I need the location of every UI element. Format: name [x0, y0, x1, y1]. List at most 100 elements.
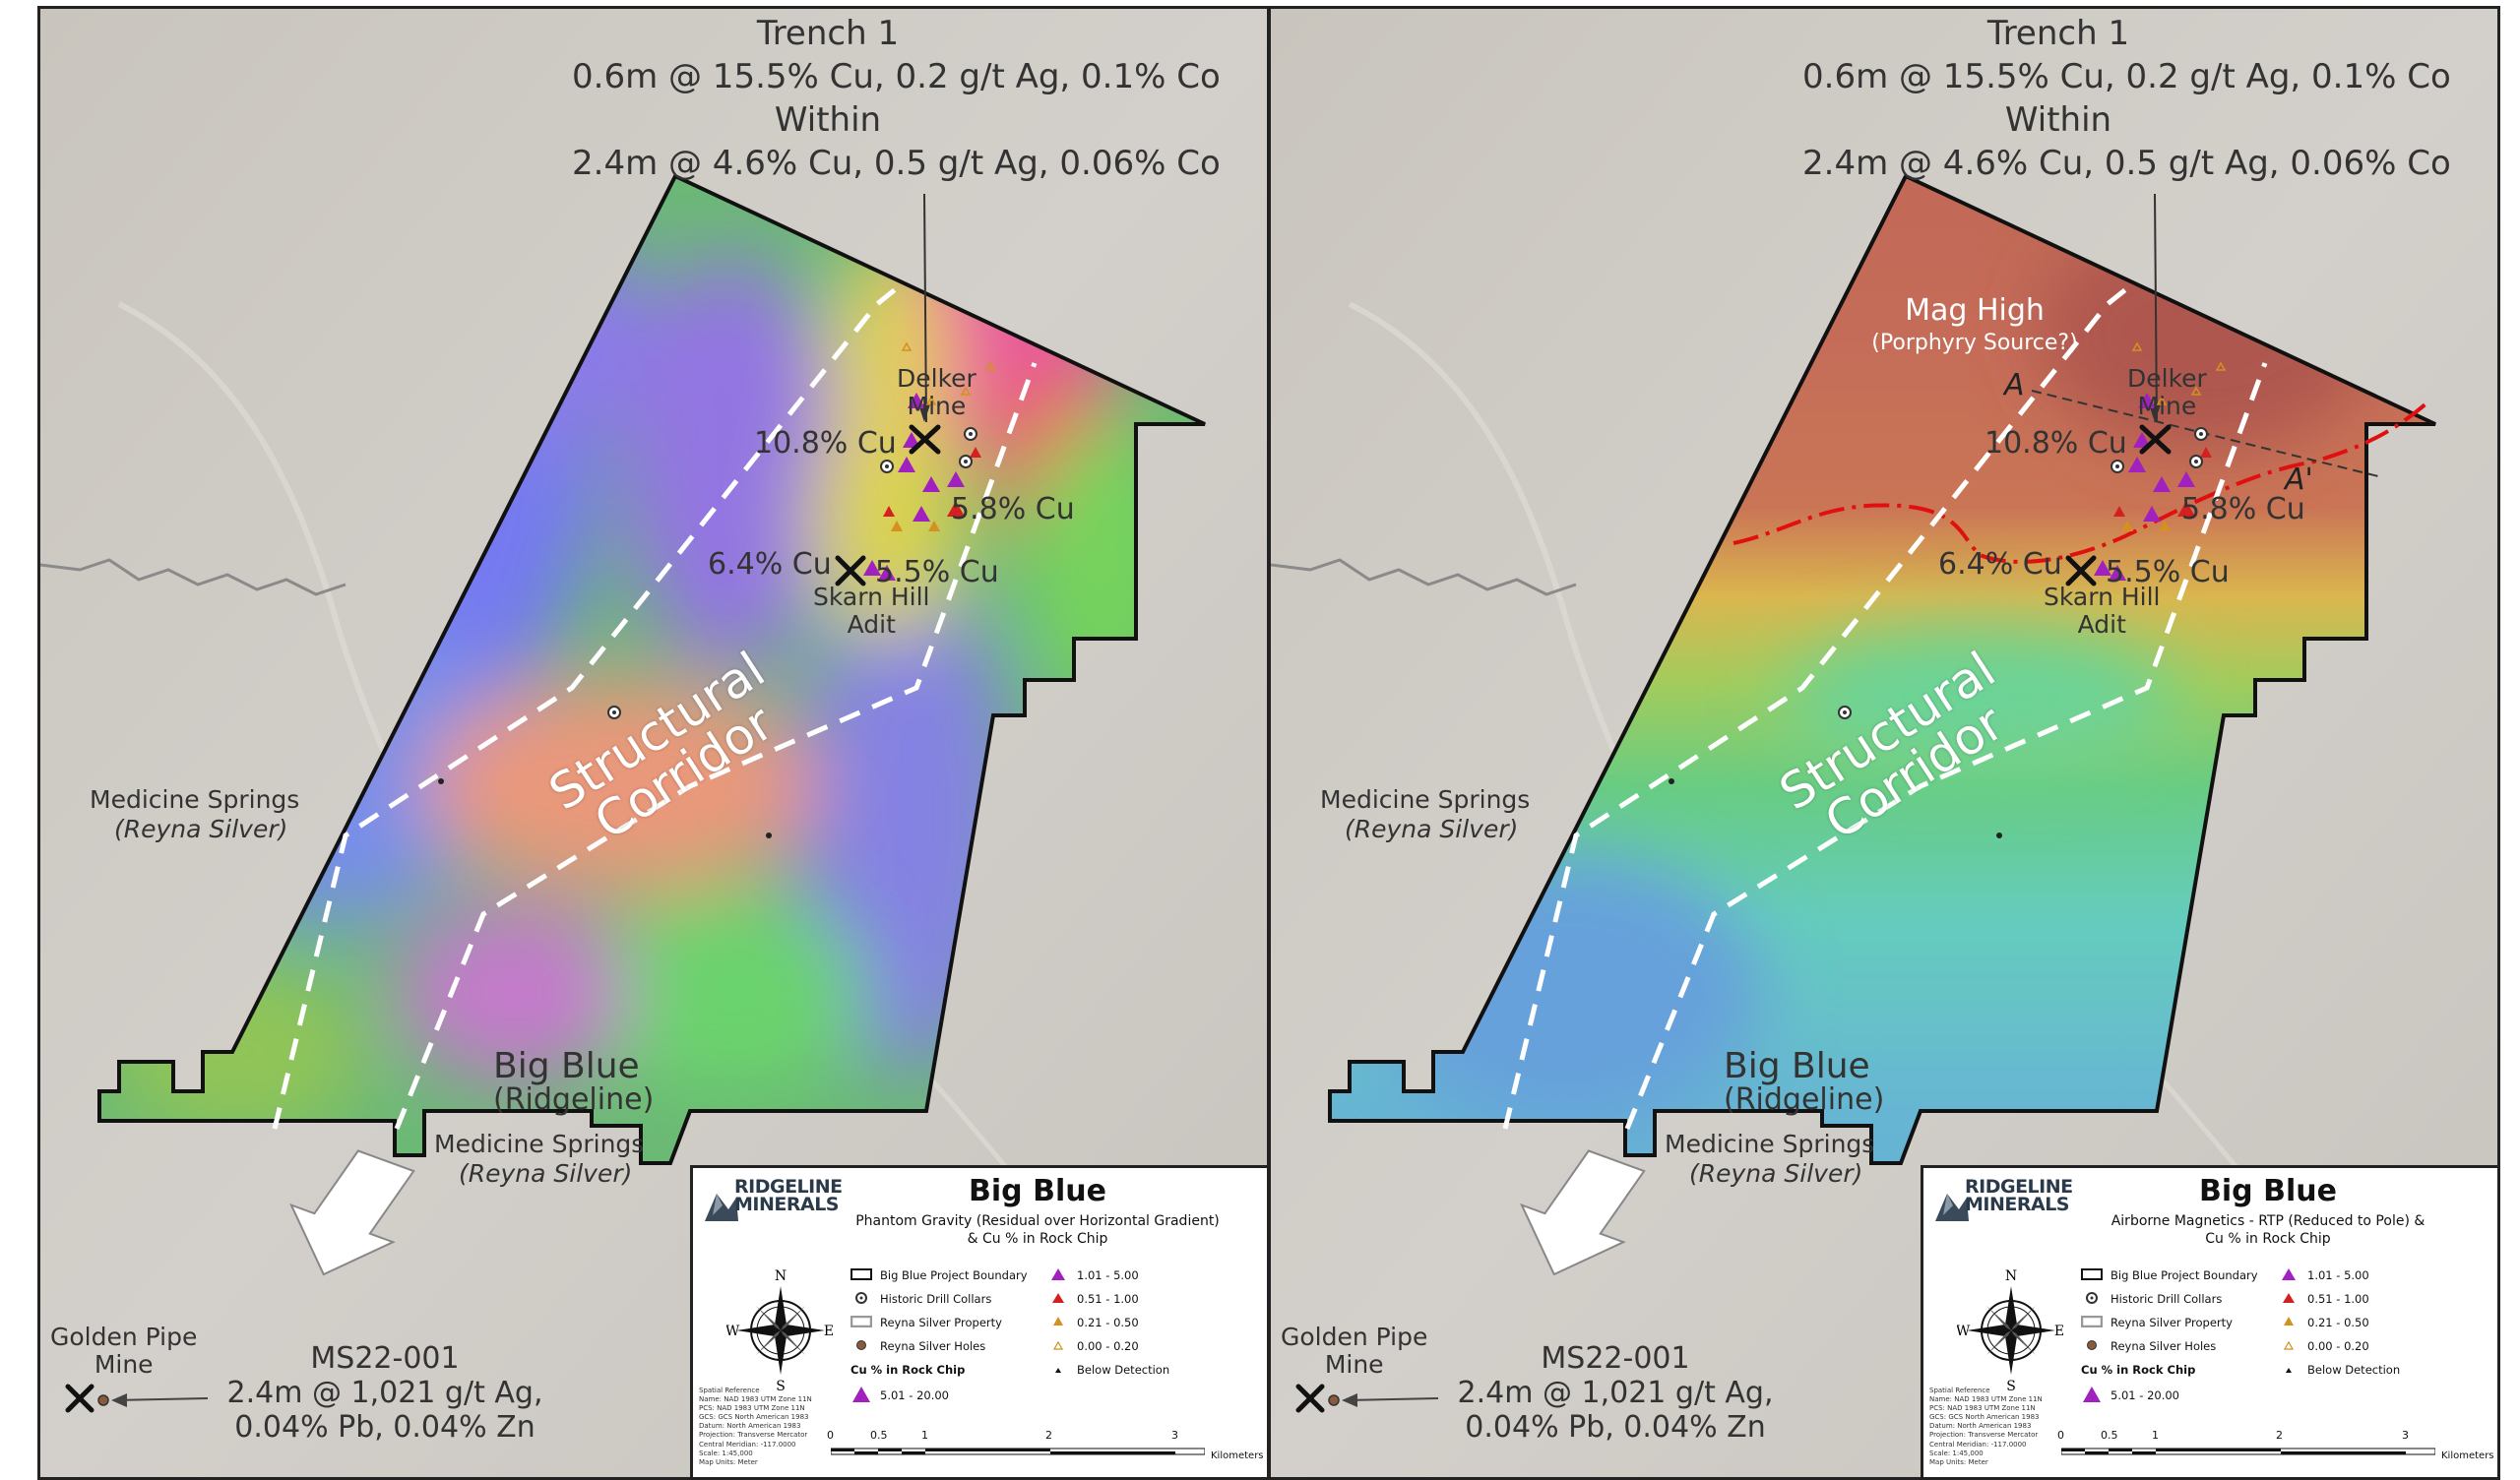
- legend-reyna-property: Reyna Silver Property: [2110, 1316, 2233, 1329]
- ms22-leader: [1345, 1397, 1439, 1401]
- cu-108-label: 10.8% Cu: [1984, 426, 2127, 461]
- corridor-boundary-east: [1624, 362, 2268, 1130]
- legend-range-5: 0.00 - 0.20: [2307, 1339, 2369, 1353]
- legend-collars: Historic Drill Collars: [2110, 1292, 2223, 1306]
- cu-58-label: 5.8% Cu: [2181, 492, 2305, 526]
- scale-tick-05: 0.5: [870, 1429, 888, 1442]
- legend-reyna-holes: Reyna Silver Holes: [880, 1339, 986, 1353]
- delker-mine-label: Delker Mine: [897, 364, 976, 420]
- scale-tick-3: 3: [2402, 1429, 2409, 1442]
- legend-range-3: 0.51 - 1.00: [2307, 1292, 2369, 1306]
- big-blue-project-boundary: [1328, 173, 2436, 1165]
- legend-range-1: 5.01 - 20.00: [880, 1388, 949, 1402]
- direction-arrow: [288, 1149, 415, 1276]
- ms22-leader: [114, 1397, 209, 1401]
- golden-pipe-mine-icon: [65, 1384, 94, 1413]
- svg-text:E: E: [2054, 1324, 2064, 1339]
- ridgeline-label: (Ridgeline): [493, 1082, 655, 1117]
- legend-reyna-property: Reyna Silver Property: [880, 1316, 1002, 1329]
- magnetics-map: [1271, 9, 2497, 1477]
- scale-unit: Kilometers: [2441, 1450, 2494, 1461]
- rock-chip-samples: [863, 341, 996, 581]
- legend-boundary: Big Blue Project Boundary: [2110, 1268, 2258, 1282]
- reyna-silver-south-label: (Reyna Silver): [459, 1159, 633, 1188]
- trench-within: Within: [774, 100, 882, 140]
- legend-boundary: Big Blue Project Boundary: [880, 1268, 1028, 1282]
- legend-cu-heading: Cu % in Rock Chip: [2081, 1363, 2196, 1377]
- trench-line1: 0.6m @ 15.5% Cu, 0.2 g/t Ag, 0.1% Co: [1802, 57, 2451, 96]
- big-blue-label: Big Blue: [493, 1046, 640, 1086]
- medicine-springs-south-label: Medicine Springs: [434, 1130, 645, 1158]
- ms22-line2: 0.04% Pb, 0.04% Zn: [234, 1410, 536, 1445]
- legend-collars: Historic Drill Collars: [880, 1292, 992, 1306]
- section-a-prime-label: A': [2285, 462, 2313, 497]
- reyna-property-line: [1271, 558, 1577, 596]
- trench-leader-line: [923, 193, 927, 423]
- scale-tick-0: 0: [2057, 1429, 2064, 1442]
- golden-pipe-mine-label: Golden Pipe Mine: [1281, 1323, 1428, 1379]
- legend-range-1: 5.01 - 20.00: [2110, 1388, 2179, 1402]
- svg-text:S: S: [776, 1379, 786, 1394]
- legend-range-6: Below Detection: [2307, 1363, 2401, 1377]
- map-panel-gravity: Trench 1 0.6m @ 15.5% Cu, 0.2 g/t Ag, 0.…: [37, 6, 1270, 1480]
- scale-tick-1: 1: [2152, 1429, 2159, 1442]
- delker-mine-icon: [909, 424, 941, 455]
- reyna-property-line: [40, 558, 346, 596]
- historic-drill-collars: [607, 427, 977, 719]
- trench-within: Within: [2004, 100, 2112, 140]
- cu-55-label: 5.5% Cu: [2106, 555, 2230, 589]
- svg-text:S: S: [2006, 1379, 2016, 1394]
- corridor-boundary-west: [272, 282, 904, 1130]
- skarn-hill-adit-icon: [835, 555, 866, 586]
- compass-rose-icon: N S E W: [726, 1268, 834, 1394]
- cu-64-label: 6.4% Cu: [708, 547, 832, 582]
- direction-arrow: [1519, 1149, 1646, 1276]
- skarn-hill-adit-icon: [2065, 555, 2097, 586]
- trench-line2: 2.4m @ 4.6% Cu, 0.5 g/t Ag, 0.06% Co: [572, 144, 1221, 183]
- delker-mine-label: Delker Mine: [2127, 364, 2207, 420]
- legend-subtitle: Airborne Magnetics - RTP (Reduced to Pol…: [2110, 1213, 2426, 1247]
- map-legend: RIDGELINE MINERALS Big Blue Airborne Mag…: [1921, 1165, 2497, 1477]
- legend-range-2: 1.01 - 5.00: [2307, 1268, 2369, 1282]
- cu-55-label: 5.5% Cu: [875, 555, 999, 589]
- legend-range-3: 0.51 - 1.00: [1077, 1292, 1139, 1306]
- ridgeline-logo-text: RIDGELINE MINERALS: [1965, 1176, 2073, 1216]
- spatial-reference: Spatial Reference Name: NAD 1983 UTM Zon…: [699, 1387, 812, 1466]
- scale-unit: Kilometers: [1211, 1450, 1264, 1461]
- cu-64-label: 6.4% Cu: [1938, 547, 2062, 582]
- reyna-hole-marker: [97, 1394, 109, 1406]
- medicine-springs-west-label: Medicine Springs: [1320, 785, 1531, 814]
- trench-line1: 0.6m @ 15.5% Cu, 0.2 g/t Ag, 0.1% Co: [572, 57, 1221, 96]
- ridgeline-logo-icon: [705, 1194, 738, 1221]
- spatial-reference: Spatial Reference Name: NAD 1983 UTM Zon…: [1929, 1387, 2043, 1466]
- map-panel-magnetics: Trench 1 0.6m @ 15.5% Cu, 0.2 g/t Ag, 0.…: [1268, 6, 2500, 1480]
- legend-title: Big Blue: [2199, 1174, 2337, 1208]
- legend-reyna-holes: Reyna Silver Holes: [2110, 1339, 2217, 1353]
- svg-text:W: W: [1957, 1324, 1971, 1339]
- ridgeline-logo-icon: [1935, 1194, 1969, 1221]
- ridgeline-label: (Ridgeline): [1724, 1082, 1885, 1117]
- scale-tick-2: 2: [2276, 1429, 2283, 1442]
- reyna-silver-south-label: (Reyna Silver): [1689, 1159, 1863, 1188]
- legend-range-4: 0.21 - 0.50: [2307, 1316, 2369, 1329]
- delker-mine-icon: [2139, 424, 2172, 455]
- svg-text:W: W: [726, 1324, 740, 1339]
- ms22-title: MS22-001: [1541, 1341, 1690, 1376]
- skarn-hill-adit-label: Skarn Hill Adit: [2044, 583, 2161, 639]
- cu-58-label: 5.8% Cu: [951, 492, 1075, 526]
- svg-text:N: N: [775, 1268, 787, 1284]
- svg-text:E: E: [824, 1324, 834, 1339]
- golden-pipe-mine-icon: [1295, 1384, 1325, 1413]
- legend-cu-heading: Cu % in Rock Chip: [850, 1363, 966, 1377]
- reyna-hole-marker: [1328, 1394, 1340, 1406]
- medicine-springs-west-label: Medicine Springs: [90, 785, 300, 814]
- mag-high-label: Mag High: [1905, 293, 2045, 328]
- historic-drill-collars: [1838, 427, 2208, 719]
- ms22-line1: 2.4m @ 1,021 g/t Ag,: [226, 1376, 543, 1410]
- ms22-line1: 2.4m @ 1,021 g/t Ag,: [1457, 1376, 1774, 1410]
- reyna-silver-west-label: (Reyna Silver): [1345, 815, 1519, 843]
- trench-line2: 2.4m @ 4.6% Cu, 0.5 g/t Ag, 0.06% Co: [1802, 144, 2451, 183]
- scale-tick-2: 2: [1045, 1429, 1052, 1442]
- big-blue-project-boundary: [97, 173, 1206, 1165]
- golden-pipe-mine-label: Golden Pipe Mine: [50, 1323, 198, 1379]
